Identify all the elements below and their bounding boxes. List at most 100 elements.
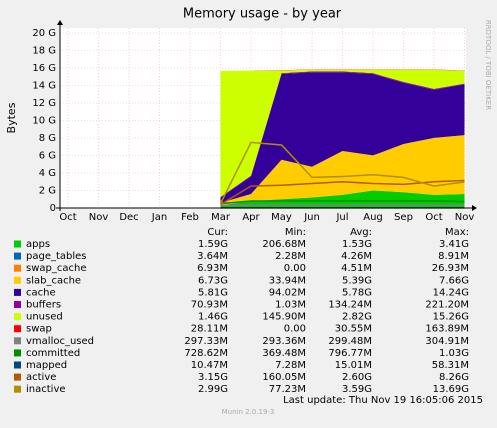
legend-stat: 4.26M	[341, 251, 372, 262]
legend-swatch	[14, 362, 21, 369]
legend-stat: 70.93M	[191, 300, 228, 311]
x-tick-label: Feb	[181, 212, 199, 223]
legend-label: buffers	[26, 300, 61, 311]
version: Munin 2.0.19-3	[222, 408, 275, 416]
legend-stat: 1.03G	[439, 348, 469, 359]
x-tick-label: Jun	[303, 212, 320, 223]
legend-stat: 15.01M	[335, 360, 372, 371]
legend-swatch	[14, 301, 21, 308]
y-tick-label: 14 G	[32, 81, 56, 92]
legend-stat: 293.36M	[262, 336, 306, 347]
legend-stat: 10.47M	[191, 360, 228, 371]
side-text: RRDTOOL / TOBI OETIKER	[484, 20, 492, 110]
legend-stat: 4.51M	[341, 263, 372, 274]
legend-label: committed	[26, 348, 80, 359]
legend-stat: 2.99G	[198, 384, 228, 395]
legend-stat: 8.26G	[439, 372, 469, 383]
legend-swatch	[14, 241, 21, 248]
x-tick-label: Jul	[335, 212, 348, 223]
legend-stat: 28.11M	[191, 324, 228, 335]
legend-stat: 369.48M	[262, 348, 306, 359]
legend-stat: 58.31M	[432, 360, 469, 371]
legend-stat: 77.23M	[269, 384, 306, 395]
legend-stat: 221.20M	[425, 300, 469, 311]
legend-stat: 160.05M	[262, 372, 306, 383]
legend-stat: 5.78G	[342, 287, 372, 298]
x-tick-label: Oct	[59, 212, 76, 223]
legend-header: Max:	[445, 227, 469, 238]
y-tick-label: 18 G	[32, 46, 56, 57]
x-tick-label: Apr	[242, 212, 260, 223]
legend-stat: 3.15G	[198, 372, 228, 383]
legend-swatch	[14, 386, 21, 393]
legend-stat: 13.69G	[433, 384, 469, 395]
legend-stat: 30.55M	[335, 324, 372, 335]
y-tick-label: 12 G	[32, 98, 56, 109]
legend-stat: 0.00	[284, 263, 306, 274]
legend-label: active	[26, 372, 56, 383]
legend-stat: 299.48M	[328, 336, 372, 347]
legend-stat: 304.91M	[425, 336, 469, 347]
chart-title: Memory usage - by year	[183, 7, 342, 22]
x-tick-label: Sep	[394, 212, 413, 223]
y-tick-label: 16 G	[32, 63, 56, 74]
legend-stat: 14.24G	[433, 287, 469, 298]
legend-stat: 2.28M	[275, 251, 306, 262]
legend-swatch	[14, 325, 21, 332]
x-tick-label: Dec	[119, 212, 138, 223]
legend-label: apps	[26, 239, 50, 250]
legend-label: vmalloc_used	[26, 336, 94, 347]
legend-label: unused	[26, 312, 63, 323]
x-tick-label: Nov	[89, 212, 109, 223]
legend-stat: 8.91M	[438, 251, 469, 262]
legend-stat: 3.41G	[439, 239, 469, 250]
legend-swatch	[14, 265, 21, 272]
legend-stat: 0.00	[284, 324, 306, 335]
legend-swatch	[14, 313, 21, 320]
legend-stat: 134.24M	[328, 300, 372, 311]
y-tick-label: 4 G	[39, 168, 56, 179]
legend-stat: 94.02M	[269, 287, 306, 298]
y-tick-label: 8 G	[39, 133, 56, 144]
legend-stat: 145.90M	[262, 312, 306, 323]
legend-swatch	[14, 374, 21, 381]
legend-stat: 297.33M	[184, 336, 228, 347]
legend-stat: 1.53G	[342, 239, 372, 250]
legend-label: swap_cache	[26, 263, 86, 274]
legend-stat: 796.77M	[328, 348, 372, 359]
y-tick-label: 6 G	[39, 151, 56, 162]
legend-header: Cur:	[207, 227, 228, 238]
legend-header: Min:	[285, 227, 306, 238]
legend-label: page_tables	[26, 251, 87, 262]
legend-stat: 206.68M	[262, 239, 306, 250]
x-tick-label: Oct	[425, 212, 442, 223]
x-tick-label: Nov	[455, 212, 475, 223]
y-tick-label: 0	[50, 203, 56, 214]
legend-stat: 728.62M	[184, 348, 228, 359]
legend-label: inactive	[26, 384, 66, 395]
x-tick-label: May	[271, 212, 292, 223]
legend-label: mapped	[26, 360, 67, 371]
legend-label: slab_cache	[26, 275, 81, 286]
legend-stat: 7.66G	[439, 275, 469, 286]
legend-swatch	[14, 253, 21, 260]
y-tick-label: 2 G	[39, 186, 56, 197]
x-tick-label: Mar	[211, 212, 231, 223]
legend-stat: 1.59G	[198, 239, 228, 250]
legend-stat: 163.89M	[425, 324, 469, 335]
y-tick-label: 10 G	[32, 116, 56, 127]
legend-label: swap	[26, 324, 52, 335]
legend-header: Avg:	[350, 227, 372, 238]
legend-stat: 3.59G	[342, 384, 372, 395]
legend-stat: 5.39G	[342, 275, 372, 286]
legend-label: cache	[26, 287, 56, 298]
legend-stat: 7.28M	[275, 360, 306, 371]
legend-swatch	[14, 349, 21, 356]
legend-stat: 26.93M	[432, 263, 469, 274]
y-tick-label: 20 G	[32, 28, 56, 39]
legend-swatch	[14, 337, 21, 344]
footer: Last update: Thu Nov 19 16:05:06 2015	[283, 395, 483, 406]
legend-swatch	[14, 277, 21, 284]
legend-stat: 33.94M	[269, 275, 306, 286]
